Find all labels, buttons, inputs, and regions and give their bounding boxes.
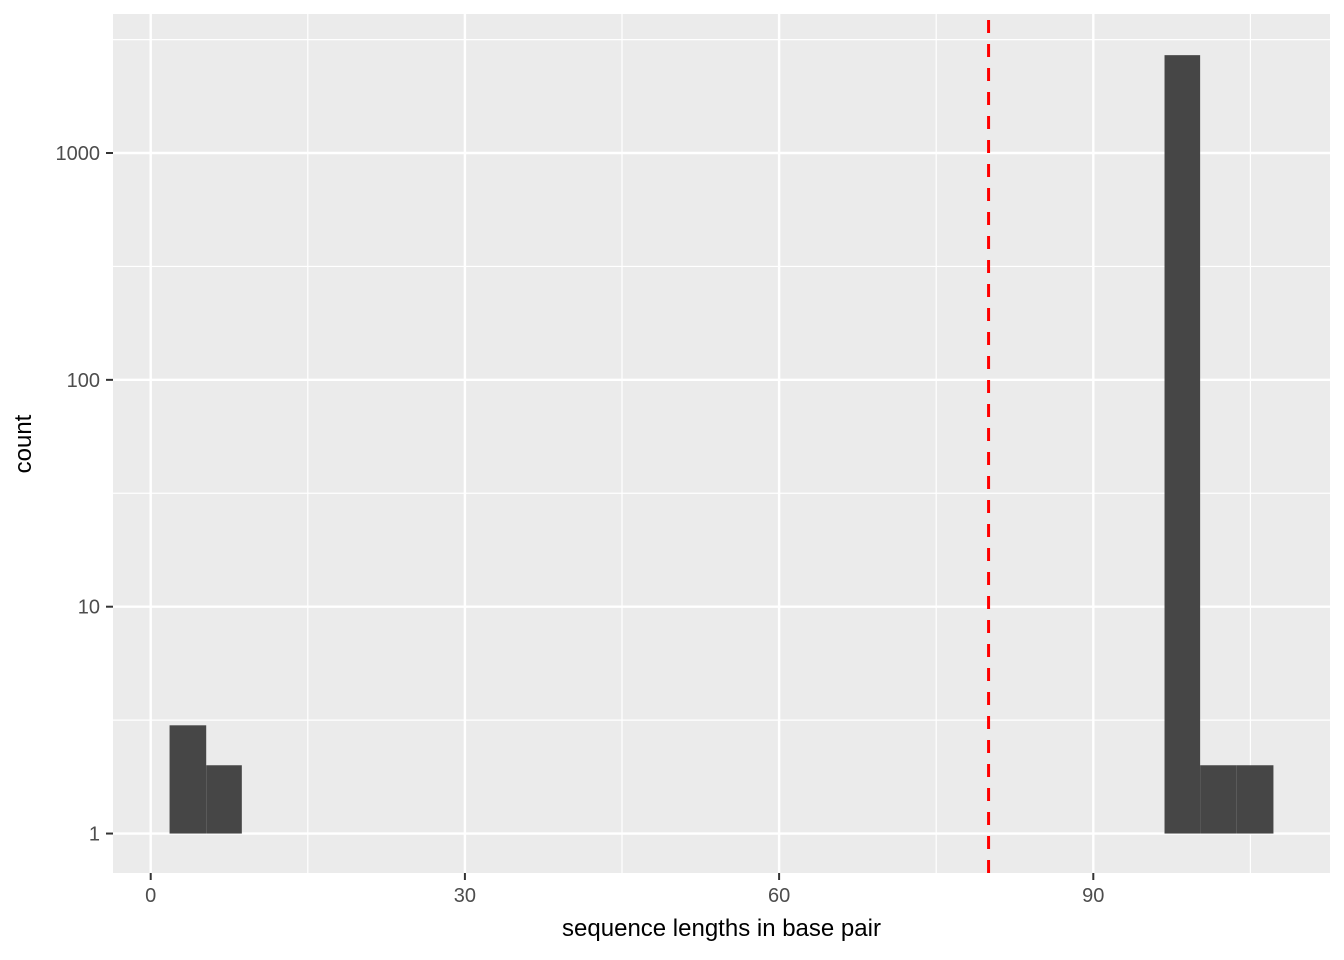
histogram-bar bbox=[1200, 765, 1237, 834]
histogram-bar bbox=[1236, 765, 1274, 834]
histogram-bar bbox=[169, 725, 207, 834]
x-tick-label: 90 bbox=[1082, 885, 1104, 907]
histogram-bar bbox=[206, 765, 242, 834]
panel-background bbox=[113, 14, 1330, 873]
histogram-bar bbox=[1164, 55, 1201, 834]
y-axis-title: count bbox=[10, 414, 37, 474]
y-tick-label: 100 bbox=[67, 370, 100, 392]
x-axis-title: sequence lengths in base pair bbox=[562, 915, 881, 942]
x-tick-label: 60 bbox=[768, 885, 790, 907]
y-tick-label: 1000 bbox=[56, 143, 101, 165]
y-tick-label: 10 bbox=[78, 597, 100, 619]
x-tick-label: 30 bbox=[454, 885, 476, 907]
x-tick-label: 0 bbox=[145, 885, 156, 907]
y-tick-label: 1 bbox=[89, 824, 100, 846]
